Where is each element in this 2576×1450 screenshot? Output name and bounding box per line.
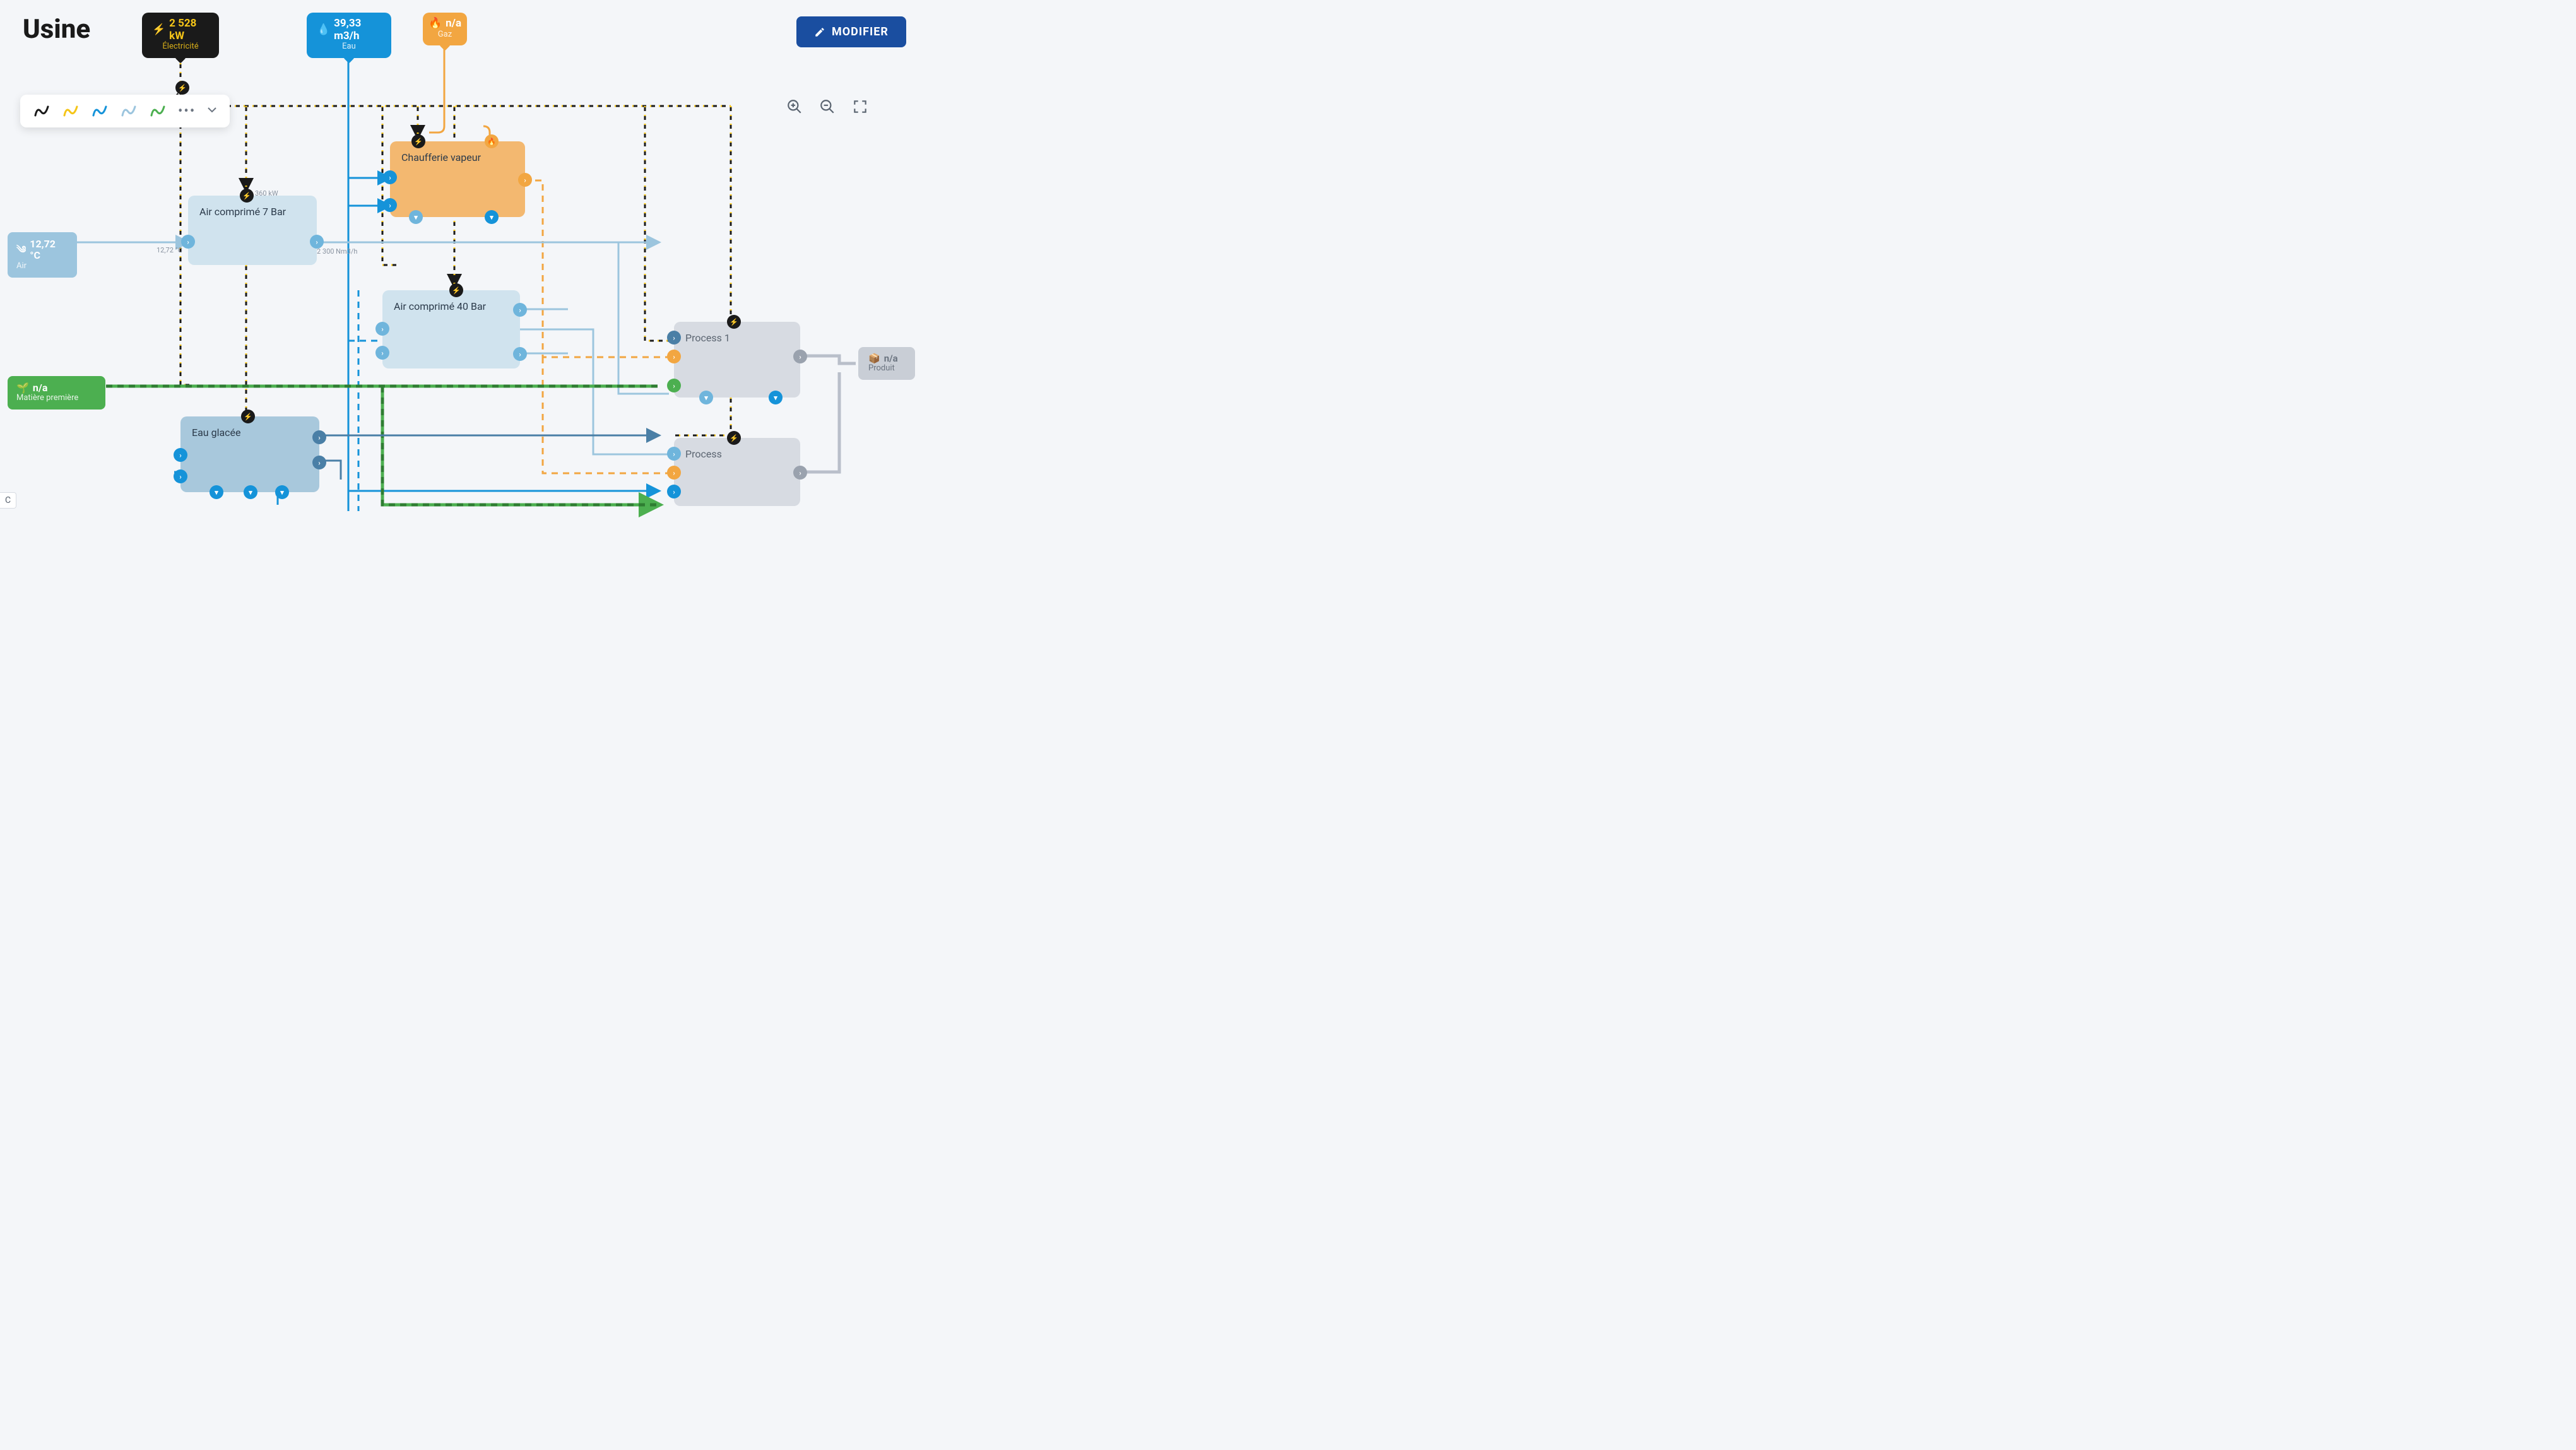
- port-chill-icon: ›: [667, 331, 681, 345]
- flow-swatch-2[interactable]: [62, 102, 80, 120]
- port-air-icon: ▾: [699, 391, 713, 404]
- source-air[interactable]: ༄ 12,72 °C Air: [8, 232, 77, 278]
- source-elec[interactable]: ⚡ 2 528 kW Électricité: [142, 13, 219, 58]
- port-air-icon: ›: [667, 447, 681, 461]
- source-air-value: 12,72 °C: [30, 239, 66, 262]
- page-title: Usine: [23, 14, 90, 45]
- sink-product[interactable]: 📦 n/a Produit: [858, 347, 915, 380]
- flow-swatch-3[interactable]: [91, 102, 109, 120]
- package-icon: 📦: [868, 353, 880, 364]
- port-water-icon: ▾: [769, 391, 783, 404]
- modifier-label: MODIFIER: [832, 25, 889, 38]
- port-chill-out-icon: ›: [312, 456, 326, 469]
- node-eau-glacee[interactable]: Eau glacée ⚡ › › › › ▾ ▾ ▾: [180, 416, 319, 492]
- flow-type-selector[interactable]: •••: [20, 95, 230, 127]
- port-product-out-icon: ›: [793, 466, 807, 480]
- port-air-out-icon: ›: [513, 303, 527, 317]
- zoom-out-icon[interactable]: [819, 98, 836, 115]
- source-gas[interactable]: 🔥 n/a Gaz: [423, 13, 467, 45]
- port-water-out-icon: ▾: [485, 210, 499, 224]
- annotation-flow: 2 300 Nm3/h: [317, 247, 357, 256]
- fullscreen-icon[interactable]: [852, 98, 868, 115]
- node-chaufferie-label: Chaufferie vapeur: [401, 151, 481, 163]
- port-air-in-icon: ›: [375, 322, 389, 336]
- node-process-1[interactable]: Process 1 ⚡ › › › › ▾ ▾: [674, 322, 800, 398]
- port-water-icon: ›: [174, 469, 187, 483]
- chevron-down-icon[interactable]: [207, 105, 217, 117]
- port-water-icon: ▾: [210, 485, 223, 499]
- port-water-icon: ▾: [244, 485, 257, 499]
- port-air-out-icon: ›: [310, 235, 324, 249]
- flow-swatch-5[interactable]: [149, 102, 167, 120]
- product-value: n/a: [884, 353, 898, 364]
- node-air-40bar[interactable]: Air comprimé 40 Bar ⚡ › › › ›: [382, 290, 520, 368]
- port-water-icon: ▾: [275, 485, 289, 499]
- elec-junction-icon: ⚡: [175, 81, 189, 95]
- node-air-40bar-label: Air comprimé 40 Bar: [394, 300, 486, 312]
- source-water[interactable]: 💧 39,33 m3/h Eau: [307, 13, 391, 58]
- port-chill-out-icon: ›: [312, 430, 326, 444]
- port-elec-icon: ⚡: [411, 134, 425, 148]
- port-elec-icon: ⚡: [727, 315, 741, 329]
- node-air-7bar-label: Air comprimé 7 Bar: [199, 206, 286, 218]
- node-chaufferie[interactable]: Chaufferie vapeur ⚡ 🔥 › › › ▾ ▾: [390, 141, 525, 217]
- port-elec-icon: ⚡: [241, 410, 255, 423]
- port-product-out-icon: ›: [793, 350, 807, 363]
- node-process-label: Process: [685, 448, 722, 460]
- pencil-icon: [814, 27, 825, 38]
- port-steam-icon: ›: [667, 466, 681, 480]
- source-gas-label: Gaz: [438, 30, 452, 40]
- port-cond-icon: ▾: [409, 210, 423, 224]
- port-water-in-icon: ›: [383, 170, 397, 184]
- port-elec-icon: ⚡: [240, 189, 254, 203]
- port-elec-icon: ⚡: [449, 283, 463, 297]
- flow-swatch-1[interactable]: [33, 102, 50, 120]
- source-elec-value: 2 528 kW: [169, 18, 209, 42]
- flow-swatch-4[interactable]: [120, 102, 138, 120]
- zoom-in-icon[interactable]: [786, 98, 803, 115]
- port-water-in-icon: ›: [383, 198, 397, 212]
- node-air-7bar[interactable]: Air comprimé 7 Bar ⚡ › ›: [188, 196, 317, 265]
- bolt-icon: ⚡: [152, 24, 165, 37]
- source-matiere[interactable]: 🌱 n/a Matière première: [8, 376, 105, 410]
- product-label: Produit: [868, 364, 905, 374]
- source-elec-label: Électricité: [162, 42, 198, 52]
- annotation-kw: 360 kW: [255, 189, 278, 197]
- node-process[interactable]: Process ⚡ › › › ›: [674, 438, 800, 506]
- port-matiere-icon: ›: [667, 379, 681, 392]
- annotation-temp: 12,72 °C: [157, 246, 182, 254]
- port-air-in-icon: ›: [375, 346, 389, 360]
- node-process-1-label: Process 1: [685, 332, 730, 344]
- port-elec-icon: ⚡: [727, 431, 741, 445]
- leaf-icon: 🌱: [16, 382, 29, 394]
- port-water-icon: ›: [667, 485, 681, 498]
- zoom-controls: [786, 98, 868, 115]
- source-water-value: 39,33 m3/h: [334, 18, 381, 42]
- port-gas-icon: 🔥: [485, 134, 499, 148]
- node-eau-glacee-label: Eau glacée: [192, 427, 241, 439]
- more-flows-icon[interactable]: •••: [178, 103, 196, 119]
- port-air-out-icon: ›: [513, 347, 527, 361]
- port-air-in-icon: ›: [181, 235, 195, 249]
- droplet-icon: 💧: [317, 24, 330, 37]
- port-steam-out-icon: ›: [518, 173, 532, 187]
- corner-badge: C: [0, 492, 16, 509]
- source-matiere-value: n/a: [33, 382, 47, 394]
- source-gas-value: n/a: [446, 18, 461, 30]
- flame-icon: 🔥: [428, 18, 442, 30]
- wind-icon: ༄: [16, 244, 26, 256]
- diagram-canvas: Usine MODIFIER ••• ⚡ 2 528 kW Électricité…: [0, 0, 921, 517]
- source-water-label: Eau: [342, 42, 356, 52]
- port-steam-icon: ›: [667, 350, 681, 363]
- source-matiere-label: Matière première: [16, 394, 94, 403]
- port-water-icon: ›: [174, 448, 187, 462]
- modifier-button[interactable]: MODIFIER: [796, 16, 906, 47]
- source-air-label: Air: [16, 262, 66, 271]
